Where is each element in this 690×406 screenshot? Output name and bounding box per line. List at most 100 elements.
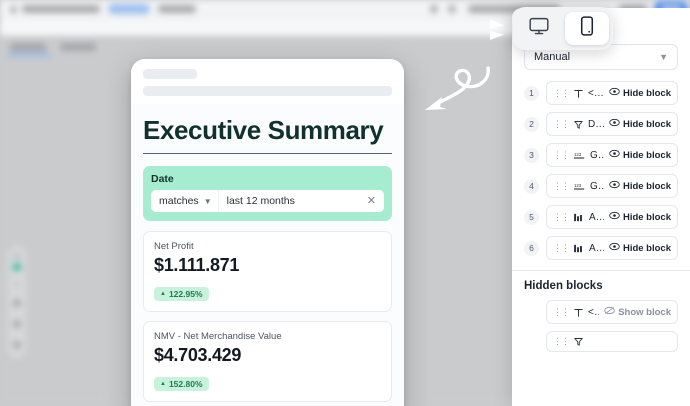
show-block-label: Show block <box>618 306 671 318</box>
date-filter-operator-select[interactable]: matches ▼ <box>151 190 218 213</box>
phone-icon <box>579 16 595 41</box>
hidden-block-label: <div <box>588 306 600 318</box>
date-filter-block[interactable]: Date matches ▼ last 12 months ✕ <box>143 166 392 222</box>
block-pill[interactable]: ⋮⋮ <h1 styl… Hide block <box>546 81 678 105</box>
block-row[interactable]: 2 ⋮⋮ Date Hide block <box>524 112 678 136</box>
topbar-icon-2 <box>448 5 456 13</box>
block-order-number: 5 <box>524 209 539 225</box>
eye-icon <box>609 118 620 130</box>
skeleton-bar-long <box>143 86 392 96</box>
kpi-value: $1.111.871 <box>154 255 240 276</box>
block-label: GMV <box>590 149 604 161</box>
block-order-number: 1 <box>524 85 539 101</box>
trend-up-icon: ▲ <box>160 381 166 388</box>
block-row[interactable]: 5 ⋮⋮ Accou… Hide block <box>524 205 678 229</box>
kpi-value: $4.703.429 <box>154 345 242 366</box>
drag-handle-icon[interactable]: ⋮⋮ <box>553 306 570 317</box>
hide-block-label: Hide block <box>622 87 671 99</box>
tab-overview <box>10 43 46 51</box>
kpi-card-net-profit[interactable]: Net Profit $1.111.871 ▲ 122.95% <box>143 231 392 313</box>
block-order-number: 3 <box>524 147 539 163</box>
drag-handle-icon[interactable]: ⋮⋮ <box>553 336 570 346</box>
svg-text:123: 123 <box>574 182 582 187</box>
kpi-label: Net Profit <box>154 241 194 253</box>
topbar-icon-1 <box>430 5 438 13</box>
block-label: <h1 styl… <box>588 87 604 99</box>
drag-handle-icon[interactable]: ⋮⋮ <box>553 242 570 253</box>
page-title: Executive Summary <box>143 115 384 145</box>
svg-text:123: 123 <box>574 151 582 156</box>
skeleton-bar-short <box>143 69 197 79</box>
hide-block-label: Hide block <box>622 118 671 130</box>
device-preview-toggle[interactable] <box>513 7 613 50</box>
kpi-delta-badge: ▲ 152.80% <box>154 377 209 392</box>
breadcrumb-title <box>22 5 100 13</box>
date-filter-label: Date <box>151 173 174 186</box>
eye-icon <box>609 87 620 99</box>
open-in-desktop-link <box>468 5 560 13</box>
trend-up-icon: ▲ <box>160 291 166 298</box>
block-label: GMV <box>590 180 604 192</box>
drag-handle-icon[interactable]: ⋮⋮ <box>553 211 570 222</box>
drag-handle-icon[interactable]: ⋮⋮ <box>553 87 570 98</box>
drag-handle-icon[interactable]: ⋮⋮ <box>553 118 570 129</box>
block-row[interactable]: 3 ⋮⋮ 123 GMV Hide block <box>524 143 678 167</box>
block-order-number: 4 <box>524 178 539 194</box>
tab-overview-underline <box>8 53 50 56</box>
hide-block-button[interactable]: Hide block <box>609 242 671 254</box>
number-icon: 123 <box>574 151 585 160</box>
hide-block-button[interactable]: Hide block <box>609 118 671 130</box>
close-icon[interactable]: ✕ <box>366 194 376 207</box>
block-order-number: 2 <box>524 116 539 132</box>
block-pill[interactable]: ⋮⋮ Date Hide block <box>546 112 678 136</box>
drag-handle-icon[interactable]: ⋮⋮ <box>553 180 570 191</box>
date-filter-value-text: last 12 months <box>226 195 295 208</box>
panel-divider <box>512 270 690 271</box>
block-order-number: 6 <box>524 240 539 256</box>
kpi-card-nmv[interactable]: NMV - Net Merchandise Value $4.703.429 ▲… <box>143 321 392 403</box>
mobile-preview-button[interactable] <box>565 12 609 45</box>
drag-handle-icon[interactable]: ⋮⋮ <box>553 149 570 160</box>
eye-icon <box>609 180 620 192</box>
eye-icon <box>609 242 620 254</box>
block-pill[interactable]: ⋮⋮ Accou… Hide block <box>546 236 678 260</box>
desktop-preview-button[interactable] <box>517 12 561 45</box>
hide-block-button[interactable]: Hide block <box>609 149 671 161</box>
breadcrumb-icon <box>10 6 17 13</box>
mobile-preview-frame[interactable]: Executive Summary Date matches ▼ last 12… <box>131 59 404 406</box>
rail-icon-4 <box>13 299 21 307</box>
hidden-block-pill[interactable]: ⋮⋮ <div Show block <box>546 300 678 324</box>
block-pill[interactable]: ⋮⋮ 123 GMV Hide block <box>546 174 678 198</box>
block-row[interactable]: 4 ⋮⋮ 123 GMV Hide block <box>524 174 678 198</box>
hide-block-button[interactable]: Hide block <box>609 211 671 223</box>
kpi-label: NMV - Net Merchandise Value <box>154 331 282 343</box>
block-pill[interactable]: ⋮⋮ Accou… Hide block <box>546 205 678 229</box>
kpi-delta-badge: ▲ 122.95% <box>154 287 209 302</box>
tab-expenses <box>60 43 96 51</box>
preview-skeleton-header <box>131 59 404 104</box>
block-row[interactable]: 6 ⋮⋮ Accou… Hide block <box>524 236 678 260</box>
rail-icon-5 <box>13 320 21 328</box>
hidden-blocks-title: Hidden blocks <box>524 280 603 292</box>
date-filter-value-input[interactable]: last 12 months ✕ <box>217 190 384 213</box>
eye-off-icon <box>604 306 615 318</box>
block-row[interactable]: 1 ⋮⋮ <h1 styl… Hide block <box>524 81 678 105</box>
block-pill[interactable]: ⋮⋮ 123 GMV Hide block <box>546 143 678 167</box>
title-divider <box>143 152 392 155</box>
add-tag-button <box>158 5 196 13</box>
chevron-down-icon: ▼ <box>203 196 212 206</box>
rail-icon-2-active <box>13 263 21 271</box>
mobile-display-panel: Mobile Display Manual ▼ 1 ⋮⋮ <h1 styl… H… <box>512 8 690 406</box>
hide-block-label: Hide block <box>622 149 671 161</box>
show-block-button[interactable]: Show block <box>604 306 671 318</box>
kpi-delta-value: 122.95% <box>168 289 203 300</box>
chart-icon <box>574 213 584 222</box>
block-label: Accou… <box>589 242 604 254</box>
editing-badge <box>108 4 150 14</box>
hidden-block-pill-partial[interactable]: ⋮⋮ <box>546 331 678 352</box>
filter-icon <box>574 337 583 346</box>
mode-select-value: Manual <box>534 51 571 63</box>
hide-block-button[interactable]: Hide block <box>609 87 671 99</box>
chart-icon <box>574 244 584 253</box>
hide-block-button[interactable]: Hide block <box>609 180 671 192</box>
